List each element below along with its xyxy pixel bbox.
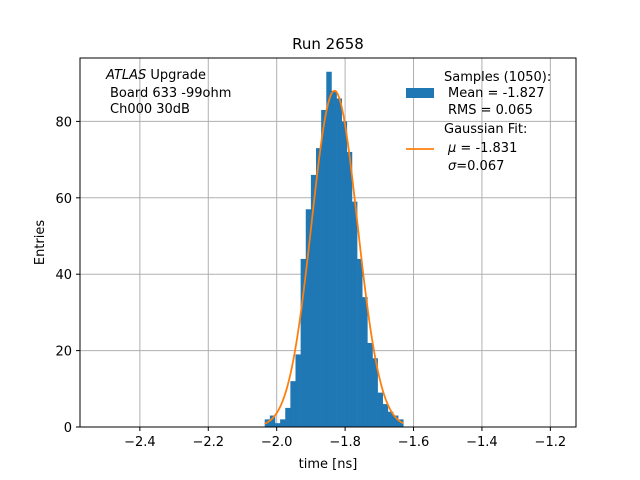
annotation-line-1: ATLAS Upgrade: [105, 68, 206, 83]
histogram-bar: [387, 411, 394, 427]
histogram-bar: [305, 209, 312, 427]
legend-hist-mean: Mean = -1.827: [448, 86, 544, 101]
atlas-annotation: ATLAS Upgrade Board 633 -99ohm Ch000 30d…: [105, 68, 231, 117]
legend-hist-swatch: [406, 88, 434, 98]
histogram-bar: [341, 121, 348, 427]
y-tick-label: 80: [55, 115, 72, 130]
histogram-bar: [274, 423, 281, 427]
legend-fit-label: Gaussian Fit:: [444, 122, 527, 137]
axes-frame: [79, 57, 577, 428]
x-tick-label: −2.2: [192, 435, 224, 450]
histogram-bar: [285, 407, 291, 427]
annotation-atlas: ATLAS: [105, 68, 146, 83]
histogram-bar: [300, 258, 307, 427]
legend-fit-mu: μ = -1.831: [447, 141, 517, 156]
histogram-bar: [290, 381, 296, 427]
histogram-bar: [331, 90, 337, 428]
gaussian-fit-curve: [264, 89, 404, 425]
y-tick-label: 0: [64, 421, 72, 436]
histogram-bar: [351, 201, 358, 427]
gaussian-fit-line: [264, 89, 404, 425]
histogram-bar: [269, 415, 276, 427]
legend-hist-rms: RMS = 0.065: [448, 103, 533, 118]
histogram-bar: [280, 419, 286, 427]
x-tick-label: −1.2: [535, 435, 567, 450]
histogram-bar: [336, 98, 342, 427]
histogram-bar: [326, 71, 332, 427]
y-tick-label: 40: [55, 268, 72, 283]
legend-hist-label: Samples (1050):: [444, 70, 551, 85]
histogram-bar: [295, 354, 301, 427]
annotation-upgrade: Upgrade: [146, 68, 206, 83]
x-tick-label: −1.6: [398, 435, 430, 450]
x-tick-label: −2.0: [261, 435, 293, 450]
x-tick-label: −1.4: [466, 435, 498, 450]
histogram-bar: [310, 174, 317, 427]
histogram-bar: [382, 404, 389, 427]
x-axis-label: time [ns]: [299, 457, 358, 472]
histogram-bars: [264, 71, 404, 428]
legend-mu-value: = -1.831: [456, 141, 517, 156]
axis-ticks: −2.4 −2.2 −2.0 −1.8 −1.6 −1.4 −1.2 0 20 40 60 80: [55, 115, 566, 450]
legend-mu-symbol: μ: [447, 141, 456, 156]
annotation-line-2: Board 633 -99ohm: [110, 86, 231, 101]
histogram-bar: [362, 297, 368, 427]
histogram-bar: [316, 148, 322, 428]
histogram-bar: [357, 258, 363, 427]
histogram-bar: [392, 415, 399, 427]
legend: Samples (1050): Mean = -1.827 RMS = 0.06…: [406, 70, 551, 174]
histogram-bar: [321, 109, 327, 427]
legend-sigma-symbol: σ: [448, 159, 457, 174]
y-axis-label: Entries: [33, 220, 48, 266]
legend-fit-sigma: σ=0.067: [448, 159, 504, 174]
annotation-line-3: Ch000 30dB: [110, 102, 190, 117]
histogram-bar: [346, 151, 353, 428]
y-tick-label: 20: [55, 345, 72, 360]
x-tick-label: −1.8: [329, 435, 361, 450]
histogram-bar: [367, 342, 373, 427]
chart-title: Run 2658: [292, 35, 364, 53]
x-tick-label: −2.4: [124, 435, 156, 450]
histogram-bar: [377, 392, 384, 427]
legend-sigma-value: =0.067: [456, 159, 504, 174]
histogram-bar: [372, 358, 378, 427]
y-tick-label: 60: [55, 192, 72, 207]
histogram-bar: [398, 419, 404, 427]
